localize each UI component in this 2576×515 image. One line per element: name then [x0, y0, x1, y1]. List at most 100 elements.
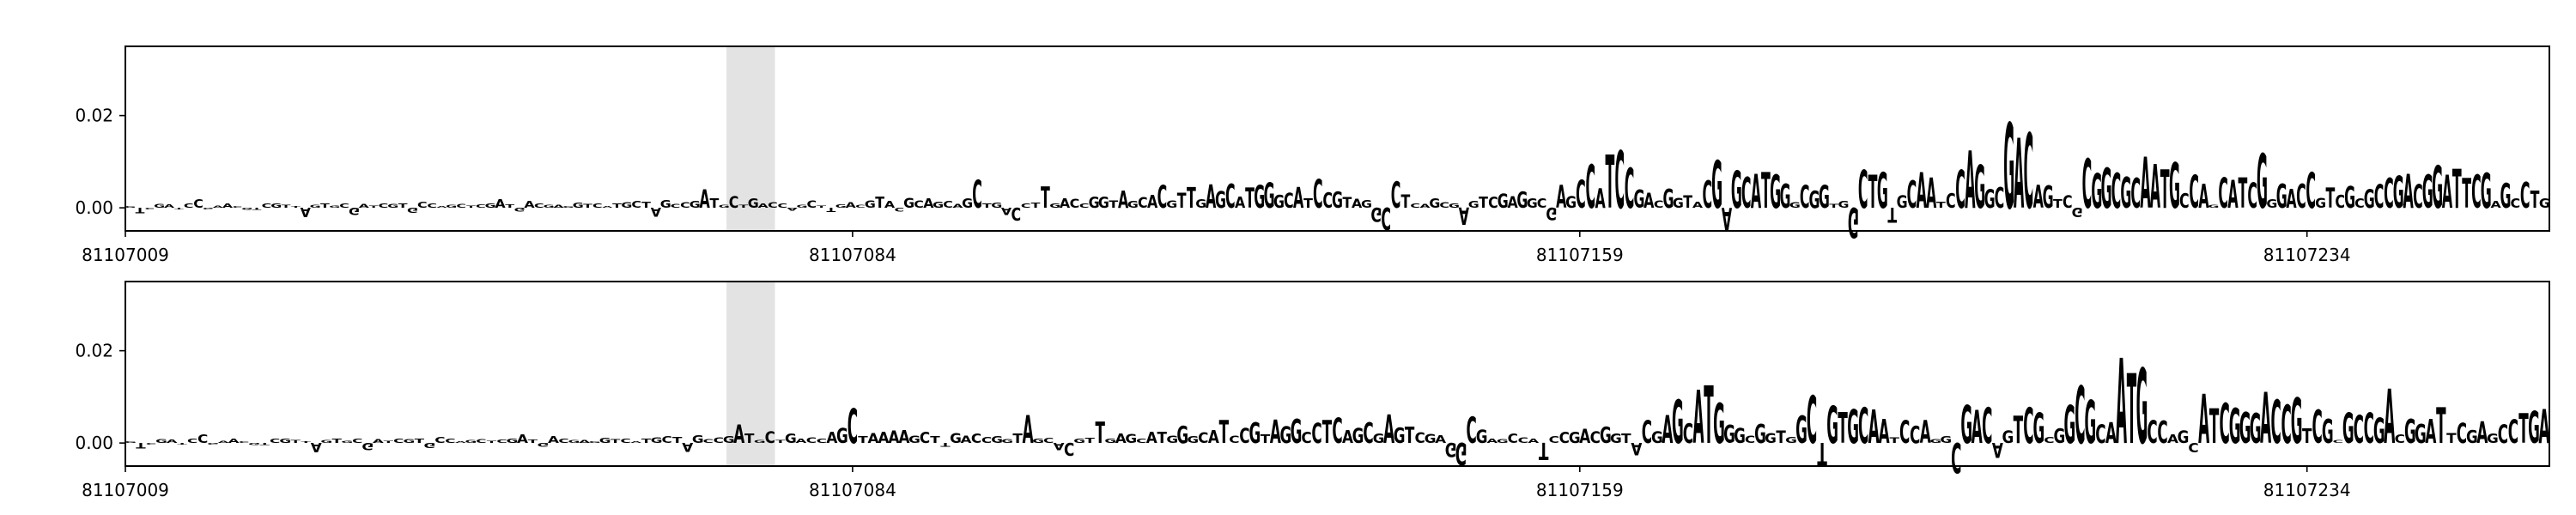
logo-letter-a: A	[1060, 195, 1071, 211]
logo-letter-t: T	[301, 441, 313, 444]
logo-letter-g: G	[341, 440, 353, 444]
logo-letter-g: G	[1394, 424, 1406, 449]
logo-letter-a: A	[1459, 202, 1470, 229]
logo-letter-g: G	[719, 204, 730, 209]
logo-letter-g: G	[1425, 432, 1437, 445]
logo-letter-g: G	[1819, 179, 1830, 215]
logo-letter-a: A	[2198, 178, 2208, 215]
logo-letter-g: G	[2539, 197, 2550, 211]
logo-letter-c: C	[631, 201, 641, 211]
logo-letter-g: G	[2178, 428, 2190, 447]
logo-letter-t: T	[2014, 408, 2024, 451]
logo-letter-c: C	[1590, 429, 1601, 447]
logo-letter-g: G	[1770, 166, 1781, 219]
logo-letter-g: G	[1651, 429, 1663, 447]
logo-letter-c: C	[2157, 415, 2167, 451]
logo-letter-g: G	[933, 201, 944, 210]
logo-letter-c: C	[2130, 171, 2141, 218]
logo-letter-t: T	[252, 207, 262, 210]
logo-letter-g: G	[1449, 203, 1460, 209]
logo-letter-a: A	[167, 439, 179, 444]
logo-letter-c: C	[1439, 202, 1449, 210]
logo-letter-c: C	[417, 201, 428, 210]
logo-letter-c: C	[981, 436, 992, 445]
logo-letter-g: G	[1127, 199, 1139, 210]
logo-letter-g: G	[329, 205, 340, 209]
logo-letter-a: A	[878, 430, 890, 448]
logo-letter-c: C	[2374, 178, 2385, 215]
logo-letter-t: T	[136, 205, 145, 214]
logo-letter-g: G	[599, 437, 611, 445]
logo-letter-a: A	[1692, 201, 1704, 210]
logo-letter-a: A	[228, 438, 240, 445]
logo-letter-c: C	[1800, 179, 1810, 215]
logo-letter-t: T	[710, 197, 720, 211]
logo-letter-c: C	[1157, 179, 1168, 215]
logo-letter-c: C	[1391, 176, 1401, 217]
y-tick-label: 0.00	[75, 433, 113, 453]
logo-letter-g: G	[2466, 428, 2478, 448]
logo-letter-t: T	[2518, 406, 2528, 453]
logo-letter-c: C	[2413, 178, 2423, 215]
logo-letter-g: G	[748, 197, 759, 211]
logo-letter-a: A	[651, 204, 662, 219]
logo-letter-c: C	[1070, 197, 1080, 211]
logo-letter-a: A	[2384, 374, 2395, 461]
logo-letter-a: A	[787, 207, 797, 211]
logo-letter-g: G	[270, 203, 282, 209]
logo-letter-g: G	[2257, 138, 2268, 226]
logo-letter-t: T	[2436, 397, 2446, 455]
logo-letter-g: G	[1176, 422, 1188, 450]
logo-letter-c: C	[714, 437, 724, 445]
logo-letter-c: C	[558, 438, 568, 445]
logo-letter-c: C	[1576, 173, 1586, 217]
logo-letter-g: G	[1795, 408, 1807, 451]
logo-letter-a: A	[164, 203, 175, 209]
axes-frame	[125, 281, 2550, 467]
logo-letter-g: G	[1098, 193, 1109, 211]
logo-letter-c: C	[2147, 413, 2157, 451]
logo-letter-a: A	[1751, 166, 1761, 219]
logo-letter-g: G	[1166, 199, 1177, 211]
logo-letter-g: G	[349, 205, 360, 217]
logo-letter-c: C	[943, 201, 953, 211]
logo-letter-g: G	[1468, 201, 1479, 211]
logo-letter-g: G	[1187, 435, 1199, 445]
logo-letter-c: C	[2384, 171, 2394, 218]
logo-letter-c: C	[2457, 417, 2467, 449]
logo-letter-g: G	[1497, 439, 1509, 445]
logo-letter-a: A	[961, 434, 973, 445]
logo-letter-a: A	[2442, 167, 2452, 220]
logo-letter-t: T	[1342, 195, 1352, 212]
logo-letter-t: T	[982, 203, 993, 209]
logo-letter-g: G	[1826, 397, 1838, 456]
logo-letter-a: A	[2403, 166, 2413, 219]
logo-letter-g: G	[1960, 397, 1972, 456]
logo-letter-g: G	[1001, 439, 1013, 445]
logo-letter-g: G	[1672, 388, 1684, 457]
logo-letter-t: T	[1539, 437, 1549, 464]
logo-letter-c: C	[1322, 188, 1333, 213]
logo-letter-g: G	[1838, 201, 1850, 211]
logo-letter-t: T	[177, 443, 188, 445]
logo-letter-c: C	[1745, 434, 1755, 445]
logo-letter-g: G	[125, 205, 136, 209]
logo-letter-c: C	[1467, 409, 1477, 452]
x-tick-label: 81107084	[809, 480, 896, 500]
logo-letter-g: G	[836, 424, 848, 448]
logo-letter-t: T	[940, 442, 951, 448]
logo-letter-c: C	[2271, 388, 2281, 457]
logo-letter-g: G	[446, 204, 457, 209]
logo-letter-a: A	[359, 203, 370, 209]
logo-letter-c: C	[1858, 161, 1868, 221]
logo-letter-t: T	[930, 435, 940, 445]
logo-letter-g: G	[1373, 431, 1385, 446]
logo-letter-g: G	[1731, 162, 1742, 221]
logo-letter-c: C	[1012, 203, 1022, 224]
logo-letter-g: G	[2003, 100, 2014, 236]
logo-letter-c: C	[1313, 173, 1323, 218]
logo-letter-g: G	[203, 208, 214, 210]
logo-letter-t: T	[1095, 417, 1105, 451]
